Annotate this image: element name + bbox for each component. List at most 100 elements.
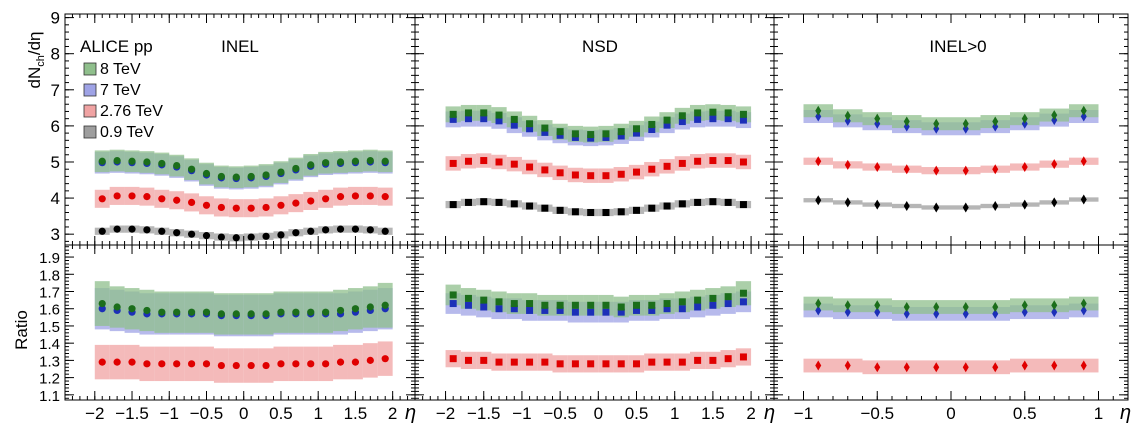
marker-top-p2-09tev	[874, 199, 881, 210]
marker-top-p2-276tev	[844, 159, 851, 170]
marker-top-p2-8tev	[1051, 110, 1058, 121]
marker-top-p2-276tev	[1021, 162, 1028, 173]
marker-top-p0-276tev	[247, 204, 255, 212]
marker-bottom-p0-8tev	[351, 305, 360, 313]
marker-top-p0-8tev	[232, 173, 240, 181]
marker-top-p0-09tev	[277, 231, 285, 239]
marker-bottom-p1-8tev	[739, 289, 747, 297]
marker-top-p1-276tev	[602, 172, 610, 180]
marker-top-p1-09tev	[678, 200, 686, 208]
marker-bottom-p1-8tev	[556, 301, 564, 309]
marker-top-p2-276tev	[992, 164, 999, 175]
marker-bottom-p0-8tev	[232, 310, 240, 318]
marker-top-p2-09tev	[992, 201, 999, 212]
y-tick-label-bottom: 1.8	[39, 267, 60, 284]
legend-label-09tev: 0.9 TeV	[100, 124, 154, 141]
marker-bottom-p2-276tev	[903, 362, 910, 373]
y-tick-label-bottom: 1.6	[39, 302, 60, 319]
marker-top-p0-276tev	[173, 196, 181, 204]
marker-top-p1-09tev	[587, 209, 595, 217]
marker-bottom-p1-8tev	[663, 300, 671, 308]
marker-bottom-p0-8tev	[262, 310, 270, 318]
marker-top-p1-276tev	[556, 169, 564, 177]
marker-bottom-p1-8tev	[678, 298, 686, 306]
marker-top-p0-276tev	[113, 192, 121, 200]
marker-bottom-p1-7tev	[709, 301, 717, 309]
marker-top-p1-8tev	[480, 109, 488, 117]
marker-bottom-p0-8tev	[98, 299, 106, 308]
marker-bottom-p1-7tev	[724, 300, 732, 308]
marker-bottom-p1-8tev	[633, 301, 641, 309]
marker-bottom-p1-7tev	[678, 305, 686, 313]
marker-top-p1-7tev	[571, 133, 579, 141]
marker-top-p2-7tev	[815, 111, 822, 122]
marker-bottom-p2-7tev	[903, 308, 910, 319]
marker-bottom-p2-8tev	[874, 300, 881, 311]
marker-top-p0-8tev	[307, 161, 315, 169]
marker-top-p0-276tev	[336, 193, 345, 201]
marker-top-p1-09tev	[556, 206, 564, 214]
y-tick-label-top: 5	[51, 153, 60, 172]
marker-top-p0-276tev	[322, 195, 330, 203]
marker-bottom-p2-276tev	[1021, 360, 1028, 371]
x-tick-label-p0: −2	[85, 404, 104, 423]
marker-bottom-p0-8tev	[336, 306, 345, 315]
marker-top-p1-8tev	[709, 108, 717, 116]
marker-bottom-p0-8tev	[128, 305, 136, 313]
marker-bottom-p1-7tev	[648, 306, 656, 314]
marker-top-p1-7tev	[602, 133, 610, 141]
marker-bottom-p1-8tev	[694, 296, 702, 304]
marker-top-p1-09tev	[709, 198, 717, 206]
marker-bottom-p1-7tev	[633, 306, 641, 314]
marker-top-p0-8tev	[366, 156, 374, 165]
marker-bottom-p1-276tev	[510, 358, 518, 366]
marker-bottom-p2-276tev	[962, 362, 969, 373]
marker-bottom-p2-8tev	[962, 302, 969, 312]
marker-top-p0-8tev	[143, 158, 151, 166]
marker-bottom-p0-8tev	[307, 308, 315, 316]
marker-top-p0-09tev	[232, 234, 240, 242]
marker-bottom-p2-7tev	[844, 307, 851, 318]
marker-bottom-p1-7tev	[510, 305, 518, 313]
marker-bottom-p1-8tev	[709, 294, 717, 302]
marker-top-p1-09tev	[449, 201, 457, 209]
marker-bottom-p0-8tev	[187, 308, 196, 316]
marker-bottom-p1-7tev	[694, 303, 702, 311]
marker-top-p0-8tev	[187, 165, 196, 173]
marker-bottom-p0-276tev	[232, 361, 240, 370]
marker-top-p1-276tev	[724, 157, 732, 165]
marker-top-p2-7tev	[962, 123, 969, 134]
marker-top-p0-09tev	[247, 233, 255, 241]
marker-top-p1-09tev	[495, 198, 503, 206]
marker-top-p1-09tev	[617, 208, 625, 216]
marker-bottom-p0-276tev	[173, 360, 181, 368]
legend-swatch-09tev	[83, 125, 97, 139]
frame-bottom-p2	[773, 244, 1129, 401]
panel-label-nsd: NSD	[582, 37, 618, 56]
marker-top-p0-09tev	[351, 225, 360, 233]
marker-bottom-p0-276tev	[322, 360, 330, 368]
marker-bottom-p0-7tev	[98, 305, 106, 313]
marker-bottom-p0-276tev	[277, 360, 285, 368]
marker-top-p0-8tev	[351, 157, 360, 165]
x-tick-label-p0: −1.5	[115, 404, 149, 423]
marker-top-p1-276tev	[648, 165, 656, 173]
marker-bottom-p2-8tev	[1051, 300, 1058, 311]
marker-bottom-p0-8tev	[202, 308, 211, 316]
x-tick-label-p2: 0.5	[1013, 404, 1037, 423]
marker-bottom-p1-8tev	[449, 291, 457, 299]
marker-top-p0-276tev	[217, 203, 225, 212]
marker-top-p2-276tev	[1051, 159, 1058, 170]
marker-top-p0-09tev	[366, 226, 374, 234]
marker-bottom-p1-276tev	[602, 360, 610, 368]
panel-label-inel-gt0: INEL>0	[929, 37, 986, 56]
marker-bottom-p0-276tev	[307, 360, 315, 368]
marker-top-p1-7tev	[526, 125, 534, 133]
marker-top-p2-276tev	[962, 165, 969, 176]
marker-top-p0-276tev	[143, 193, 151, 201]
y-tick-label-bottom: 1.3	[39, 353, 60, 370]
marker-top-p0-276tev	[262, 203, 270, 212]
marker-top-p1-8tev	[587, 131, 595, 139]
marker-top-p0-8tev	[158, 159, 166, 168]
x-tick-label-p0: −1	[160, 404, 179, 423]
